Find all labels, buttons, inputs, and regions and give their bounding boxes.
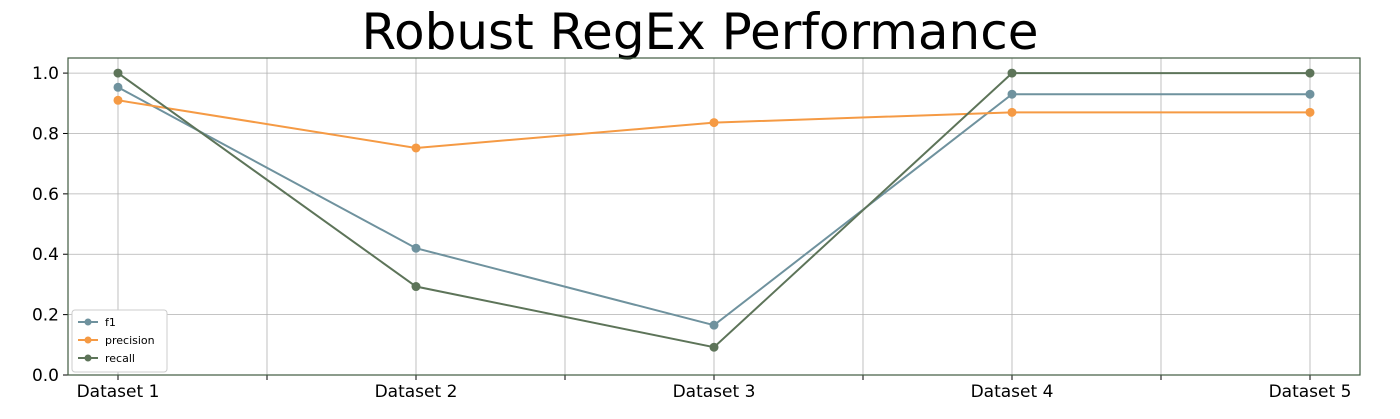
data-point-precision: [113, 95, 123, 105]
legend-label: recall: [105, 352, 135, 365]
data-point-f1: [113, 82, 123, 92]
y-tick-label: 1.0: [32, 64, 59, 84]
x-tick-label: Dataset 1: [77, 382, 160, 402]
y-tick-label: 0.6: [32, 185, 59, 205]
legend-swatch-marker: [84, 336, 92, 344]
data-point-recall: [113, 68, 123, 78]
y-tick-label: 0.8: [32, 124, 59, 144]
chart-title: Robust RegEx Performance: [361, 3, 1039, 61]
data-point-f1: [1007, 89, 1017, 99]
x-tick-label: Dataset 2: [375, 382, 458, 402]
x-tick-label: Dataset 3: [673, 382, 756, 402]
plot-frame: [67, 57, 1361, 376]
x-tick-label: Dataset 5: [1269, 382, 1352, 402]
data-point-recall: [1305, 68, 1315, 78]
data-point-precision: [1305, 107, 1315, 117]
series-lines: [113, 68, 1315, 352]
x-tick-label: Dataset 4: [971, 382, 1054, 402]
legend-swatch-marker: [84, 354, 92, 362]
legend: f1 precision recall: [71, 309, 168, 373]
data-point-precision: [411, 143, 421, 153]
data-point-recall: [709, 342, 719, 352]
data-point-recall: [1007, 68, 1017, 78]
data-point-precision: [709, 118, 719, 128]
y-tick-label: 0.0: [32, 366, 59, 386]
legend-label: precision: [105, 334, 155, 347]
data-point-precision: [1007, 107, 1017, 117]
y-tick-label: 0.4: [32, 245, 59, 265]
legend-label: f1: [105, 316, 116, 329]
data-point-f1: [709, 320, 719, 330]
legend-swatch-marker: [84, 318, 92, 326]
data-point-f1: [411, 243, 421, 253]
axes: 0.0 0.2 0.4 0.6 0.8 1.0 Dataset 1 Dataset 2 Data…: [32, 57, 1361, 402]
data-point-recall: [411, 282, 421, 292]
data-point-f1: [1305, 89, 1315, 99]
legend-box: [71, 309, 168, 373]
y-tick-label: 0.2: [32, 306, 59, 326]
